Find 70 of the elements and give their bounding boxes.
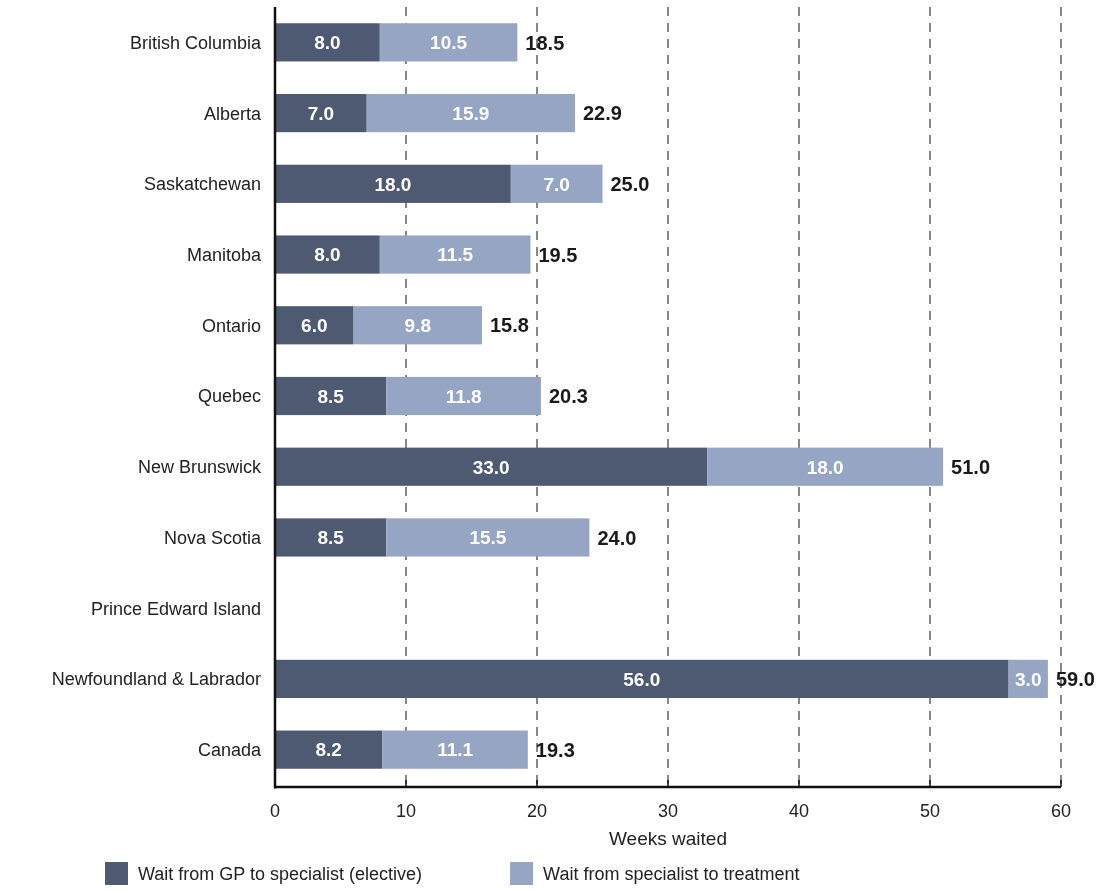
data-label: 18.0 bbox=[374, 173, 412, 195]
data-label: 7.0 bbox=[543, 173, 570, 195]
data-label: 11.8 bbox=[445, 385, 482, 407]
bar bbox=[275, 235, 380, 274]
data-label: 15.9 bbox=[452, 102, 490, 124]
y-tick-label: Canada bbox=[197, 740, 262, 761]
data-label: 8.2 bbox=[315, 739, 342, 761]
data-label: 9.8 bbox=[404, 315, 431, 337]
data-label: 33.0 bbox=[472, 456, 510, 478]
y-tick-label: Saskatchewan bbox=[143, 174, 261, 195]
x-tick-label: 10 bbox=[395, 801, 417, 822]
legend-label: Wait from GP to specialist (elective) bbox=[138, 863, 423, 884]
bar bbox=[386, 518, 590, 557]
data-label: 8.0 bbox=[314, 244, 341, 266]
total-label: 15.8 bbox=[489, 314, 529, 337]
bar bbox=[275, 93, 367, 133]
bar bbox=[366, 93, 575, 133]
x-tick-label: 50 bbox=[919, 801, 941, 822]
y-tick-label: British Columbia bbox=[129, 32, 262, 53]
bar bbox=[275, 730, 383, 769]
total-label: 24.0 bbox=[597, 526, 637, 549]
data-label: 7.0 bbox=[307, 102, 335, 124]
total-label: 20.3 bbox=[548, 385, 588, 408]
bar bbox=[275, 518, 387, 557]
x-tick-label: 60 bbox=[1050, 801, 1072, 822]
data-label: 6.0 bbox=[301, 315, 328, 337]
x-tick-label: 30 bbox=[657, 801, 679, 822]
x-axis-title: Weeks waited bbox=[609, 827, 727, 849]
bar bbox=[275, 659, 1009, 699]
bar bbox=[275, 447, 708, 486]
bar bbox=[275, 23, 380, 62]
total-label: 51.0 bbox=[951, 455, 991, 478]
bar bbox=[275, 164, 511, 203]
bar bbox=[386, 376, 541, 416]
total-label: 22.9 bbox=[582, 102, 622, 125]
total-label: 19.3 bbox=[535, 738, 575, 761]
bar bbox=[379, 235, 531, 274]
data-label: 15.5 bbox=[469, 527, 507, 549]
x-tick-label: 40 bbox=[788, 801, 810, 822]
y-tick-label: Quebec bbox=[197, 386, 261, 407]
y-tick-label: Alberta bbox=[203, 103, 262, 124]
y-tick-label: Ontario bbox=[201, 315, 261, 336]
y-tick-label: Newfoundland & Labrador bbox=[51, 669, 261, 690]
total-label: 18.5 bbox=[525, 31, 565, 54]
y-tick-label: Prince Edward Island bbox=[90, 598, 261, 619]
y-tick-label: Nova Scotia bbox=[163, 527, 262, 548]
data-label: 11.1 bbox=[437, 739, 474, 761]
y-tick-label: Manitoba bbox=[186, 245, 262, 266]
bar bbox=[353, 306, 482, 345]
bar bbox=[379, 23, 518, 62]
bar bbox=[382, 730, 528, 769]
bar bbox=[510, 164, 603, 203]
bar bbox=[275, 376, 387, 416]
data-label: 18.0 bbox=[806, 456, 844, 478]
total-label: 59.0 bbox=[1055, 668, 1095, 691]
bar bbox=[275, 306, 354, 345]
data-label: 3.0 bbox=[1015, 668, 1042, 690]
y-tick-label: New Brunswick bbox=[137, 457, 262, 478]
total-label: 19.5 bbox=[538, 243, 578, 266]
legend-label: Wait from specialist to treatment bbox=[543, 863, 800, 884]
data-label: 8.5 bbox=[317, 385, 345, 407]
data-label: 8.5 bbox=[317, 527, 345, 549]
data-label: 10.5 bbox=[430, 32, 468, 54]
x-tick-label: 0 bbox=[269, 801, 281, 822]
bar bbox=[707, 447, 944, 486]
x-tick-label: 20 bbox=[526, 801, 548, 822]
total-label: 25.0 bbox=[610, 173, 650, 196]
data-label: 11.5 bbox=[437, 244, 474, 266]
data-label: 56.0 bbox=[623, 668, 661, 690]
data-label: 8.0 bbox=[314, 32, 341, 54]
